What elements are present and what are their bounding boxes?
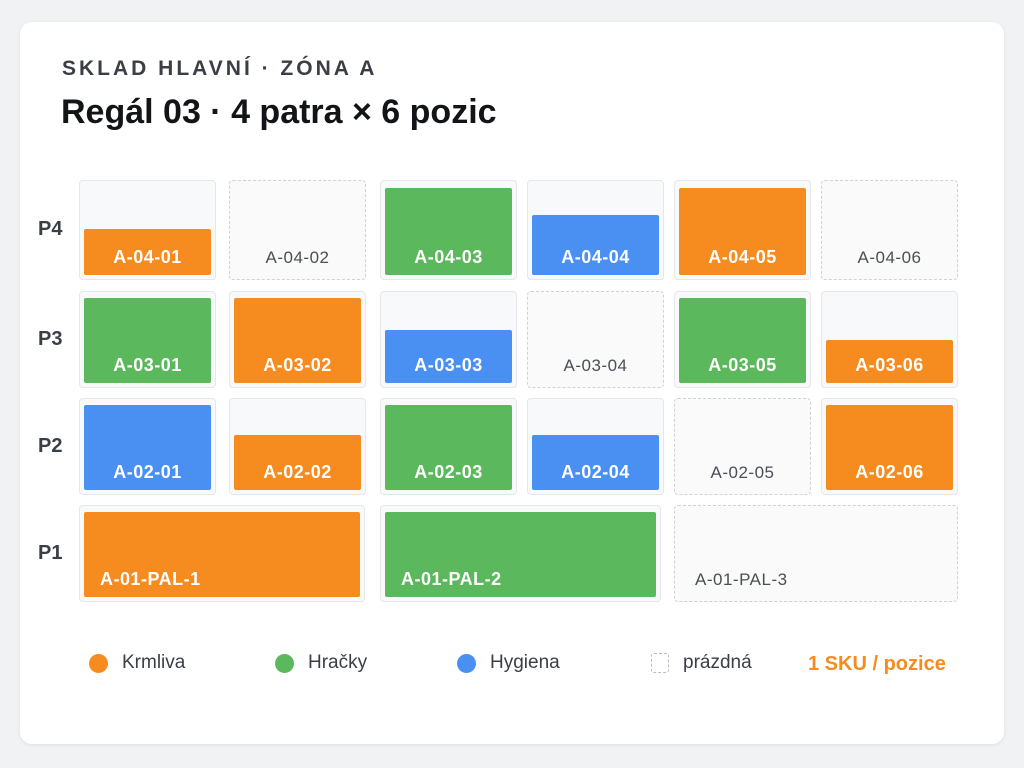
slot-code: A-01-PAL-3 [695,570,788,589]
rack-slot[interactable]: A-04-06 [821,180,958,280]
slot-fill-level [84,512,360,597]
slot-code: A-04-06 [857,248,922,267]
rack-slot[interactable]: A-03-05 [674,291,811,388]
slot-fill-level [826,340,953,383]
legend-item-hracky: Hračky [275,652,367,674]
rack-slot[interactable]: A-02-03 [380,398,517,495]
slot-fill-level [385,405,512,490]
slot-fill-level [679,188,806,275]
legend-item-empty: prázdná [651,652,752,674]
rack-slot[interactable]: A-04-04 [527,180,664,280]
slot-code: A-03-04 [563,356,628,375]
slot-code: A-04-04 [561,247,630,267]
rack-slot[interactable]: A-03-04 [527,291,664,388]
slot-fill-level [532,435,659,490]
slot-fill-level [234,298,361,383]
rack-slot[interactable]: A-02-05 [674,398,811,495]
slot-code: A-04-05 [708,247,777,267]
sku-rule-note: 1 SKU / pozice [808,653,946,675]
warehouse-zone-subtitle: SKLAD HLAVNÍ · ZÓNA A [62,57,378,80]
slot-code: A-01-PAL-1 [100,569,201,589]
slot-code: A-04-02 [265,248,330,267]
rack-slot[interactable]: A-04-02 [229,180,366,280]
legend-label: prázdná [683,652,752,673]
rack-slot[interactable]: A-02-04 [527,398,664,495]
rack-slot[interactable]: A-02-06 [821,398,958,495]
slot-code: A-03-02 [263,355,332,375]
rack-slot[interactable]: A-01-PAL-3 [674,505,958,602]
slot-fill-level [84,405,211,490]
slot-code: A-02-03 [414,462,483,482]
slot-fill-level [385,512,656,597]
slot-fill-level [679,298,806,383]
blue-dot-icon [457,653,476,673]
legend-label: Hračky [308,652,368,673]
shelf-level-label: P2 [38,434,63,457]
legend-item-krmiva: Krmliva [89,652,185,674]
slot-code: A-02-06 [855,462,924,482]
slot-fill-level [532,215,659,275]
rack-slot[interactable]: A-03-03 [380,291,517,388]
slot-code: A-02-02 [263,462,332,482]
shelf-level-label: P4 [38,218,63,240]
slot-fill-level [234,435,361,490]
slot-fill-level [385,330,512,383]
rack-slot[interactable]: A-03-01 [79,291,216,388]
slot-code: A-01-PAL-2 [401,569,502,589]
dashed-square-icon [651,653,669,673]
rack-slot[interactable]: A-01-PAL-2 [380,505,661,602]
slot-fill-level [84,229,211,275]
legend-label: Krmliva [122,652,186,673]
slot-code: A-04-03 [414,247,483,267]
slot-code: A-03-06 [855,355,924,375]
legend-label: Hygiena [490,652,560,673]
rack-slot[interactable]: A-04-05 [674,180,811,280]
rack-slot[interactable]: A-03-06 [821,291,958,388]
slot-fill-level [385,188,512,275]
shelf-level-label: P1 [38,541,63,564]
rack-slot[interactable]: A-02-02 [229,398,366,495]
rack-slot[interactable]: A-04-01 [79,180,216,280]
legend-item-hygiena: Hygiena [457,652,560,674]
slot-code: A-02-04 [561,462,630,482]
rack-slot[interactable]: A-04-03 [380,180,517,280]
shelf-level-label: P3 [38,327,63,350]
slot-code: A-03-01 [113,355,182,375]
slot-fill-level [826,405,953,490]
rack-slot[interactable]: A-02-01 [79,398,216,495]
slot-code: A-03-03 [414,355,483,375]
slot-fill-level [84,298,211,383]
rack-slot[interactable]: A-01-PAL-1 [79,505,365,602]
green-dot-icon [275,653,294,673]
slot-code: A-02-05 [710,463,775,482]
rack-title: Regál 03 · 4 patra × 6 pozic [61,93,497,131]
slot-code: A-03-05 [708,355,777,375]
rack-slot[interactable]: A-03-02 [229,291,366,388]
slot-code: A-02-01 [113,462,182,482]
slot-code: A-04-01 [113,247,182,267]
orange-dot-icon [89,653,108,673]
